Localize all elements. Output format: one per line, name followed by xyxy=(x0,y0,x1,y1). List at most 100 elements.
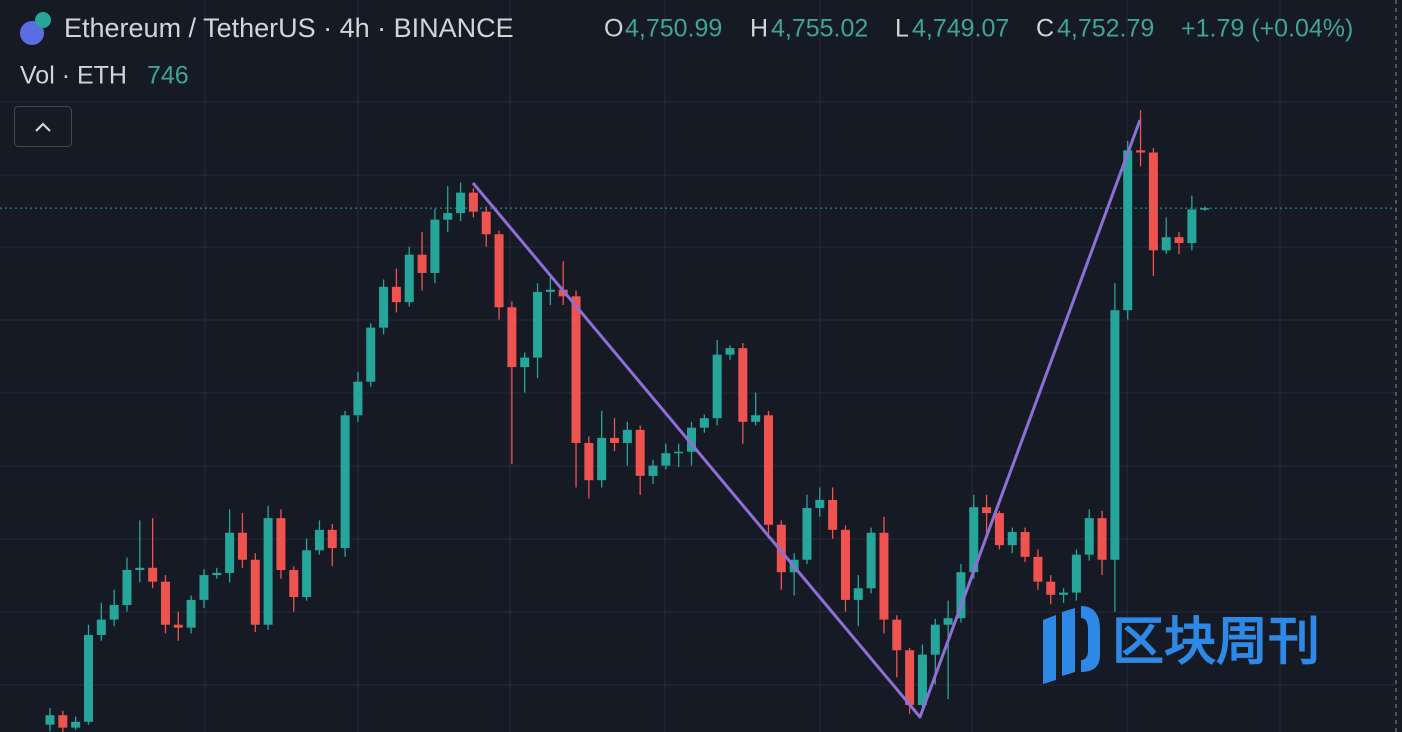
candle-body xyxy=(379,286,389,328)
candle-body xyxy=(250,559,260,625)
candle-body xyxy=(956,572,966,619)
candle-body xyxy=(520,357,530,368)
candle-body xyxy=(1097,518,1107,560)
candle-body xyxy=(982,507,992,514)
candle-body xyxy=(828,499,838,530)
candle-body xyxy=(879,532,889,620)
candles xyxy=(45,110,1210,732)
candle-body xyxy=(930,624,940,655)
candle-body xyxy=(237,532,247,560)
candle-body xyxy=(160,581,170,625)
candle-body xyxy=(763,415,773,525)
ohlc-value: 4,752.79 xyxy=(1057,15,1154,43)
candle-body xyxy=(148,567,158,582)
candle-body xyxy=(83,634,93,722)
coin-icon xyxy=(20,21,44,45)
candle-body xyxy=(533,291,543,358)
ohlc-label: O xyxy=(604,15,623,43)
candle-body xyxy=(314,529,324,551)
candle-body xyxy=(866,532,876,589)
candle-body xyxy=(71,721,81,728)
candle-body xyxy=(815,499,825,508)
candle-body xyxy=(725,348,735,355)
candle-body xyxy=(276,518,286,570)
symbol-title: Ethereum / TetherUS · 4h · BINANCE xyxy=(64,13,514,43)
ohlc-label: L xyxy=(895,15,909,43)
candle-body xyxy=(225,532,235,573)
watermark: 区块周刊 xyxy=(1043,606,1320,684)
candle-body xyxy=(443,213,453,220)
watermark-logo xyxy=(1043,606,1100,684)
candle-body xyxy=(917,654,927,705)
candle-body xyxy=(327,529,337,549)
candle-body xyxy=(1110,310,1120,560)
ohlc-label: C xyxy=(1036,15,1054,43)
candle-body xyxy=(1046,581,1056,595)
candle-body xyxy=(661,453,671,466)
header: Ethereum / TetherUS · 4h · BINANCE O 4,7… xyxy=(20,12,1353,90)
candle-body xyxy=(622,429,632,443)
ohlc-label: H xyxy=(750,15,768,43)
candle-body xyxy=(994,513,1004,546)
candle-body xyxy=(571,296,581,443)
candle-body xyxy=(468,192,478,212)
candle-body xyxy=(404,254,414,303)
collapse-icon[interactable] xyxy=(35,122,51,132)
candle-body xyxy=(507,307,517,368)
candle-body xyxy=(1084,518,1094,555)
candle-body xyxy=(1007,532,1017,546)
ohlc-value: 4,750.99 xyxy=(625,15,722,43)
collapse-button[interactable] xyxy=(14,106,72,147)
trend-drawing xyxy=(471,119,1142,719)
volume-value: 746 xyxy=(147,62,189,90)
candle-body xyxy=(687,427,696,452)
candle-body xyxy=(135,567,145,570)
exchange-icon xyxy=(35,12,51,28)
candle-body xyxy=(1187,209,1197,244)
candle-body xyxy=(45,715,55,725)
candle-body xyxy=(1123,150,1133,311)
ohlc-value: 4,749.07 xyxy=(912,15,1009,43)
candle-body xyxy=(417,254,427,273)
candle-body xyxy=(738,348,748,422)
candle-body xyxy=(289,569,299,597)
candle-body xyxy=(1200,208,1210,210)
candle-body xyxy=(186,599,196,628)
candle-body xyxy=(122,569,132,606)
candle-body xyxy=(648,465,658,476)
candle-body xyxy=(776,524,786,573)
candle-body xyxy=(699,418,709,428)
candle-body xyxy=(366,327,376,382)
candle-body xyxy=(456,192,466,214)
candle-body xyxy=(58,715,68,728)
candle-body xyxy=(1174,237,1184,244)
candle-body xyxy=(263,518,273,625)
candle-body xyxy=(1033,556,1043,582)
candle-body xyxy=(1148,152,1158,251)
candle-body xyxy=(969,507,979,573)
candle-body xyxy=(494,234,504,308)
price-change: +1.79 (+0.04%) xyxy=(1181,15,1353,43)
watermark-text: 区块周刊 xyxy=(1112,614,1320,672)
candle-body xyxy=(1059,592,1069,595)
collapse-button-frame[interactable] xyxy=(14,106,72,147)
candle-body xyxy=(340,415,350,549)
candle-body xyxy=(109,605,119,620)
candle-body xyxy=(674,451,684,454)
candle-body xyxy=(212,572,222,576)
candle-body xyxy=(545,289,555,292)
candle-body xyxy=(584,442,594,481)
candle-body xyxy=(96,619,106,635)
candle-body xyxy=(1136,150,1146,153)
candle-body xyxy=(391,286,401,303)
candle-body xyxy=(430,219,440,273)
candle-body xyxy=(481,211,491,235)
candle-body xyxy=(597,437,607,481)
candle-body xyxy=(802,507,812,560)
candle-body xyxy=(905,650,915,705)
candle-body xyxy=(712,354,722,419)
